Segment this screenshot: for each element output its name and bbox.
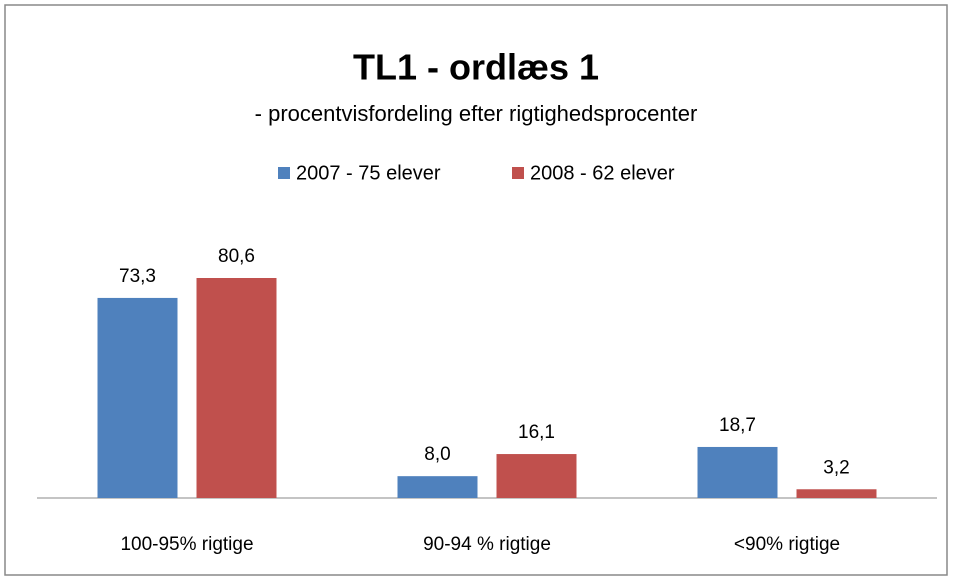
data-label: 16,1 <box>518 422 555 443</box>
legend-label: 2007 - 75 elever <box>296 162 441 184</box>
bar <box>697 446 778 498</box>
bar <box>397 476 478 498</box>
data-label: 8,0 <box>424 444 450 465</box>
bar <box>97 297 178 498</box>
legend-swatch <box>278 167 290 179</box>
bar <box>196 278 277 498</box>
data-label: 80,6 <box>218 246 255 267</box>
chart-title: TL1 - ordlæs 1 <box>353 47 599 88</box>
legend-label: 2008 - 62 elever <box>530 162 675 184</box>
data-label: 73,3 <box>119 266 156 287</box>
data-label: 3,2 <box>823 457 849 478</box>
x-tick-label: <90% rigtige <box>734 534 840 555</box>
bar <box>496 454 577 498</box>
x-tick-label: 100-95% rigtige <box>120 534 253 555</box>
data-label: 18,7 <box>719 415 756 436</box>
chart-subtitle: - procentvisfordeling efter rigtighedspr… <box>255 101 698 126</box>
bar <box>796 489 877 498</box>
x-tick-label: 90-94 % rigtige <box>423 534 551 555</box>
legend-swatch <box>512 167 524 179</box>
